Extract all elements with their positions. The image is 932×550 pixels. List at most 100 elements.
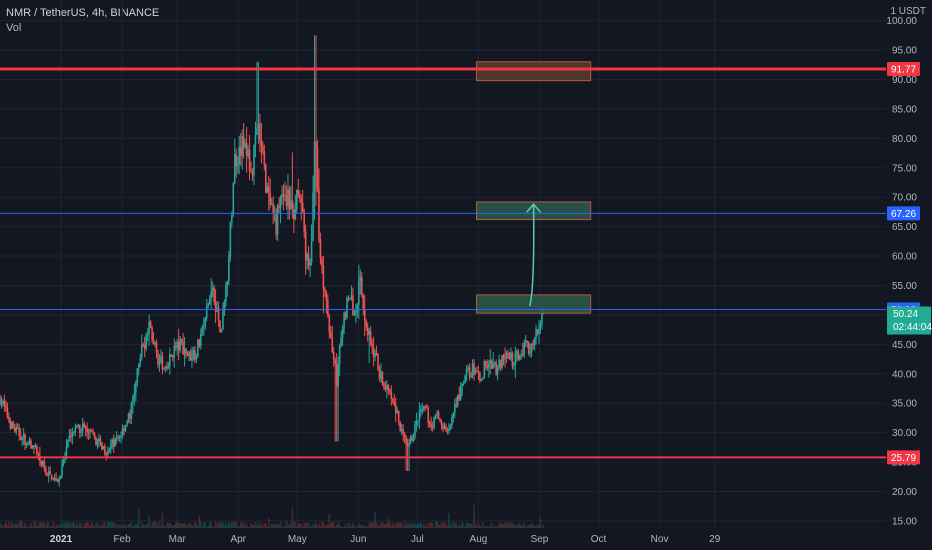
volume-bar (96, 522, 99, 528)
level-badge-0 (887, 62, 920, 77)
candle-body (291, 200, 294, 210)
volume-bar (248, 526, 251, 528)
candle-body (403, 433, 406, 437)
volume-bar (71, 522, 74, 528)
volume-bar (498, 523, 500, 528)
candle-body (387, 385, 390, 391)
currency-unit-label[interactable]: 1 USDT (890, 6, 926, 17)
volume-bar (355, 526, 357, 528)
candle-body (451, 417, 453, 426)
volume-bar (236, 526, 239, 528)
volume-bar (473, 504, 475, 528)
volume-bar (420, 522, 422, 528)
volume-bar (176, 521, 178, 528)
volume-bar (423, 523, 425, 528)
volume-bar (68, 522, 71, 528)
candle-body (117, 436, 119, 438)
candle-body (62, 459, 65, 465)
volume-bar (5, 521, 7, 528)
volume-bar (411, 524, 413, 528)
candle-body (40, 460, 43, 465)
volume-bar (87, 522, 90, 528)
candle-body (542, 313, 545, 315)
candle-body (115, 436, 118, 439)
volume-bar (166, 523, 168, 528)
level-badge-label: 91.77 (891, 65, 916, 76)
volume-bar (253, 524, 255, 528)
candle-body (251, 171, 254, 176)
volume-bar (39, 521, 41, 528)
arrow-shaft (528, 204, 535, 307)
volume-bar (529, 524, 531, 528)
volume-bar (219, 521, 221, 528)
candle-body (166, 366, 168, 369)
volume-bar (316, 526, 319, 528)
candle-body (16, 427, 19, 429)
volume-bar (306, 522, 308, 528)
candle-body (182, 342, 184, 355)
volume-bar (337, 521, 339, 528)
time-axis[interactable]: 2021 Feb Mar Apr May Jun Jul Aug Sep Oct Nov 29 (50, 534, 721, 545)
volume-bar (180, 523, 183, 528)
candle-body (282, 194, 285, 196)
candle-body (73, 431, 75, 433)
candle-body (213, 287, 215, 302)
candle-body (220, 329, 223, 333)
candle-body (142, 344, 145, 346)
candle-body (474, 370, 477, 374)
volume-bar (213, 526, 215, 528)
candle-body (434, 414, 437, 417)
candle-body (276, 205, 279, 235)
volume-bar (492, 526, 495, 528)
candle-body (369, 331, 372, 345)
candle-body (322, 265, 325, 289)
volume-bar (198, 515, 201, 528)
volume-bar (383, 523, 385, 528)
candle-body (533, 338, 536, 346)
volume-bar (46, 522, 49, 528)
volume-bar (480, 526, 483, 528)
candle-body (456, 395, 459, 406)
candle-body (524, 340, 527, 343)
symbol-title[interactable]: NMR / TetherUS, 4h, BINANCE (6, 7, 160, 19)
candle-body (8, 417, 10, 421)
volume-bar (369, 522, 372, 528)
candle-body (285, 195, 288, 207)
candle-body (508, 354, 511, 359)
volume-bar (415, 523, 418, 528)
volume-bar (465, 522, 468, 528)
volume-bar (291, 507, 294, 528)
candle-body (332, 352, 335, 361)
volume-bar (256, 524, 258, 528)
candle-body (111, 439, 114, 445)
candle-body (68, 436, 71, 440)
candle-body (67, 439, 69, 447)
volume-bar (142, 524, 145, 528)
volume-bar (104, 522, 106, 528)
volume-bar (2, 526, 4, 528)
candle-body (334, 360, 337, 364)
candle-body (189, 351, 192, 361)
volume-bar (133, 525, 136, 528)
volume-bar (208, 522, 211, 528)
candle-body (152, 340, 155, 345)
candle-body (487, 363, 490, 368)
candle-body (391, 398, 394, 402)
volume-bar (120, 525, 122, 528)
candle-body (485, 360, 487, 367)
volume-bar (464, 526, 466, 528)
candle-body (541, 313, 543, 324)
volume-bar (518, 522, 521, 528)
volume-bar (346, 526, 348, 528)
candle-body (297, 190, 300, 195)
candle-body (393, 401, 396, 405)
candle-body (313, 141, 316, 193)
candle-body (241, 136, 243, 156)
volume-bar (0, 523, 3, 528)
volume-bar (58, 524, 60, 528)
volume-bar (24, 522, 26, 528)
volume-indicator-label[interactable]: Vol (6, 22, 22, 34)
candle-body (306, 254, 308, 261)
